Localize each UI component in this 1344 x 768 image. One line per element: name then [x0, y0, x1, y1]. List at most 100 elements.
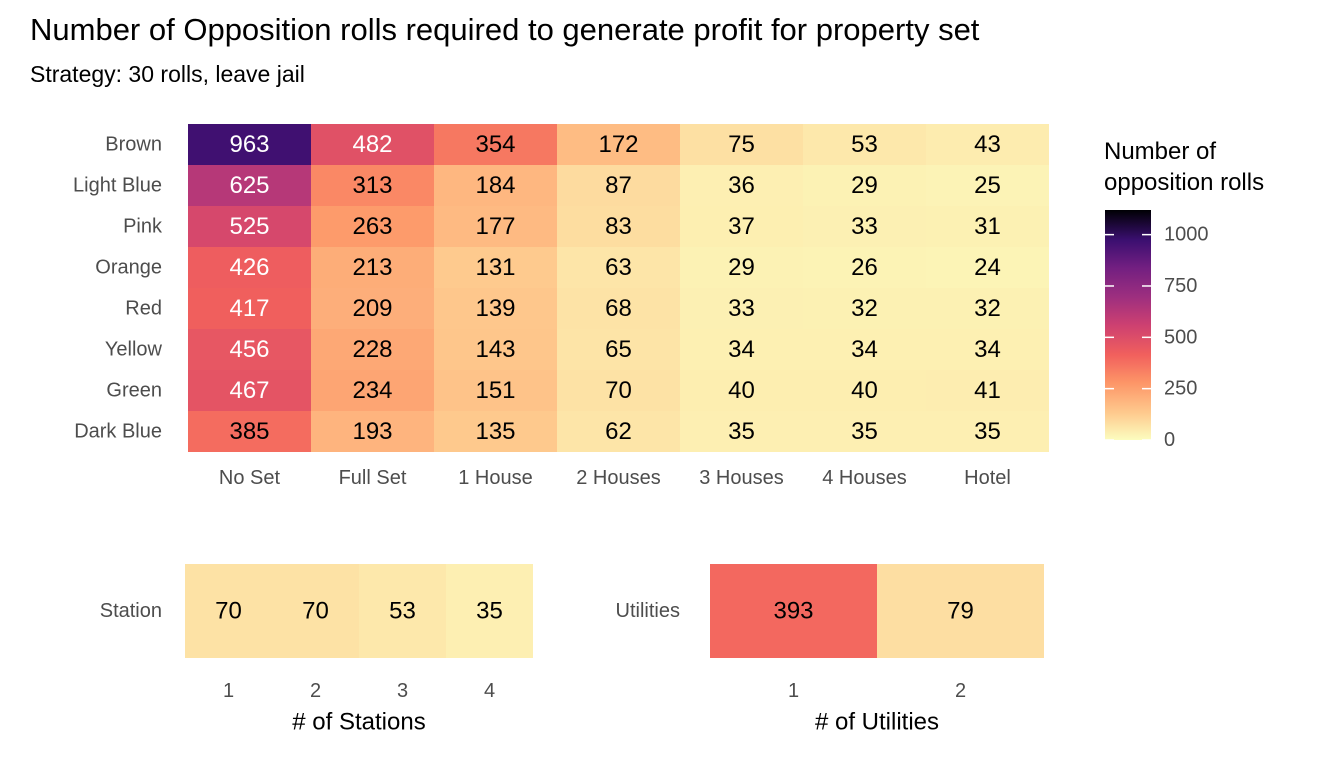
utility-cell-tile — [710, 564, 877, 658]
cell-label: 40 — [851, 377, 878, 404]
cell-tile — [434, 124, 557, 165]
column-label: No Set — [219, 467, 281, 489]
cell-tile — [557, 206, 680, 247]
utility-column-label: 2 — [955, 680, 966, 702]
column-label: Full Set — [339, 467, 407, 489]
cell-tile — [188, 370, 311, 411]
cell-tile — [188, 411, 311, 452]
station-cell-label: 35 — [476, 598, 503, 625]
cell-label: 70 — [605, 377, 632, 404]
column-label: 1 House — [458, 467, 533, 489]
cell-tile — [434, 206, 557, 247]
cell-tile — [434, 247, 557, 288]
legend-title-line2: opposition rolls — [1104, 169, 1265, 196]
cell-tile — [803, 288, 926, 329]
cell-tile — [803, 329, 926, 370]
utility-column-label: 1 — [788, 680, 799, 702]
legend-tick-label: 0 — [1164, 429, 1175, 451]
cell-tile — [311, 288, 434, 329]
station-cell-label: 53 — [389, 598, 416, 625]
station-column-label: 3 — [397, 680, 408, 702]
cell-label: 234 — [352, 377, 392, 404]
cell-label: 426 — [229, 254, 269, 281]
cell-label: 385 — [229, 418, 269, 445]
cell-label: 37 — [728, 213, 755, 240]
chart-title: Number of Opposition rolls required to g… — [30, 12, 980, 47]
cell-label: 40 — [728, 377, 755, 404]
column-label: 3 Houses — [699, 467, 784, 489]
cell-label: 139 — [475, 295, 515, 322]
cell-label: 33 — [851, 213, 878, 240]
cell-tile — [926, 206, 1049, 247]
cell-tile — [926, 288, 1049, 329]
row-label: Red — [125, 298, 162, 320]
cell-label: 172 — [598, 131, 638, 158]
cell-tile — [557, 124, 680, 165]
station-cell-tile — [446, 564, 533, 658]
cell-label: 41 — [974, 377, 1001, 404]
station-cell-tile — [272, 564, 359, 658]
cell-label: 963 — [229, 131, 269, 158]
cell-label: 65 — [605, 336, 632, 363]
cell-tile — [926, 329, 1049, 370]
cell-tile — [680, 247, 803, 288]
cell-tile — [311, 206, 434, 247]
cell-tile — [434, 411, 557, 452]
cell-label: 26 — [851, 254, 878, 281]
cell-tile — [188, 247, 311, 288]
cell-label: 32 — [851, 295, 878, 322]
cell-label: 213 — [352, 254, 392, 281]
cell-label: 24 — [974, 254, 1001, 281]
cell-tile — [188, 165, 311, 206]
station-heatmap: Station 70 1 70 2 53 3 35 4 # of Stations — [100, 564, 533, 736]
cell-tile — [803, 124, 926, 165]
cell-tile — [557, 247, 680, 288]
cell-label: 151 — [475, 377, 515, 404]
cell-tile — [926, 165, 1049, 206]
legend-tick-label: 500 — [1164, 326, 1197, 348]
cell-tile — [311, 329, 434, 370]
cell-tile — [311, 247, 434, 288]
station-cell-label: 70 — [302, 598, 329, 625]
cell-tile — [188, 329, 311, 370]
cell-tile — [557, 370, 680, 411]
cell-tile — [680, 411, 803, 452]
row-label: Pink — [123, 216, 163, 238]
cell-label: 135 — [475, 418, 515, 445]
cell-tile — [188, 288, 311, 329]
row-label: Green — [106, 380, 162, 402]
cell-tile — [557, 165, 680, 206]
cell-label: 456 — [229, 336, 269, 363]
cell-label: 313 — [352, 172, 392, 199]
cell-label: 228 — [352, 336, 392, 363]
cell-tile — [803, 165, 926, 206]
cell-tile — [926, 247, 1049, 288]
cell-label: 83 — [605, 213, 632, 240]
row-label: Orange — [95, 257, 162, 279]
cell-label: 25 — [974, 172, 1001, 199]
cell-label: 43 — [974, 131, 1001, 158]
legend-tick-label: 750 — [1164, 275, 1197, 297]
cell-tile — [434, 329, 557, 370]
cell-tile — [680, 370, 803, 411]
cell-tile — [311, 165, 434, 206]
row-label: Brown — [105, 134, 162, 156]
cell-label: 525 — [229, 213, 269, 240]
cell-tile — [311, 411, 434, 452]
cell-label: 35 — [974, 418, 1001, 445]
color-legend: 1000 750 500 250 0 — [1105, 210, 1209, 451]
cell-tile — [680, 206, 803, 247]
cell-label: 63 — [605, 254, 632, 281]
station-axis-title: # of Stations — [292, 709, 425, 736]
row-label: Yellow — [105, 339, 163, 361]
cell-label: 35 — [851, 418, 878, 445]
cell-label: 35 — [728, 418, 755, 445]
cell-tile — [434, 165, 557, 206]
cell-label: 482 — [352, 131, 392, 158]
cell-tile — [188, 124, 311, 165]
cell-label: 33 — [728, 295, 755, 322]
cell-label: 625 — [229, 172, 269, 199]
legend-title-line1: Number of — [1104, 138, 1217, 165]
cell-label: 29 — [728, 254, 755, 281]
